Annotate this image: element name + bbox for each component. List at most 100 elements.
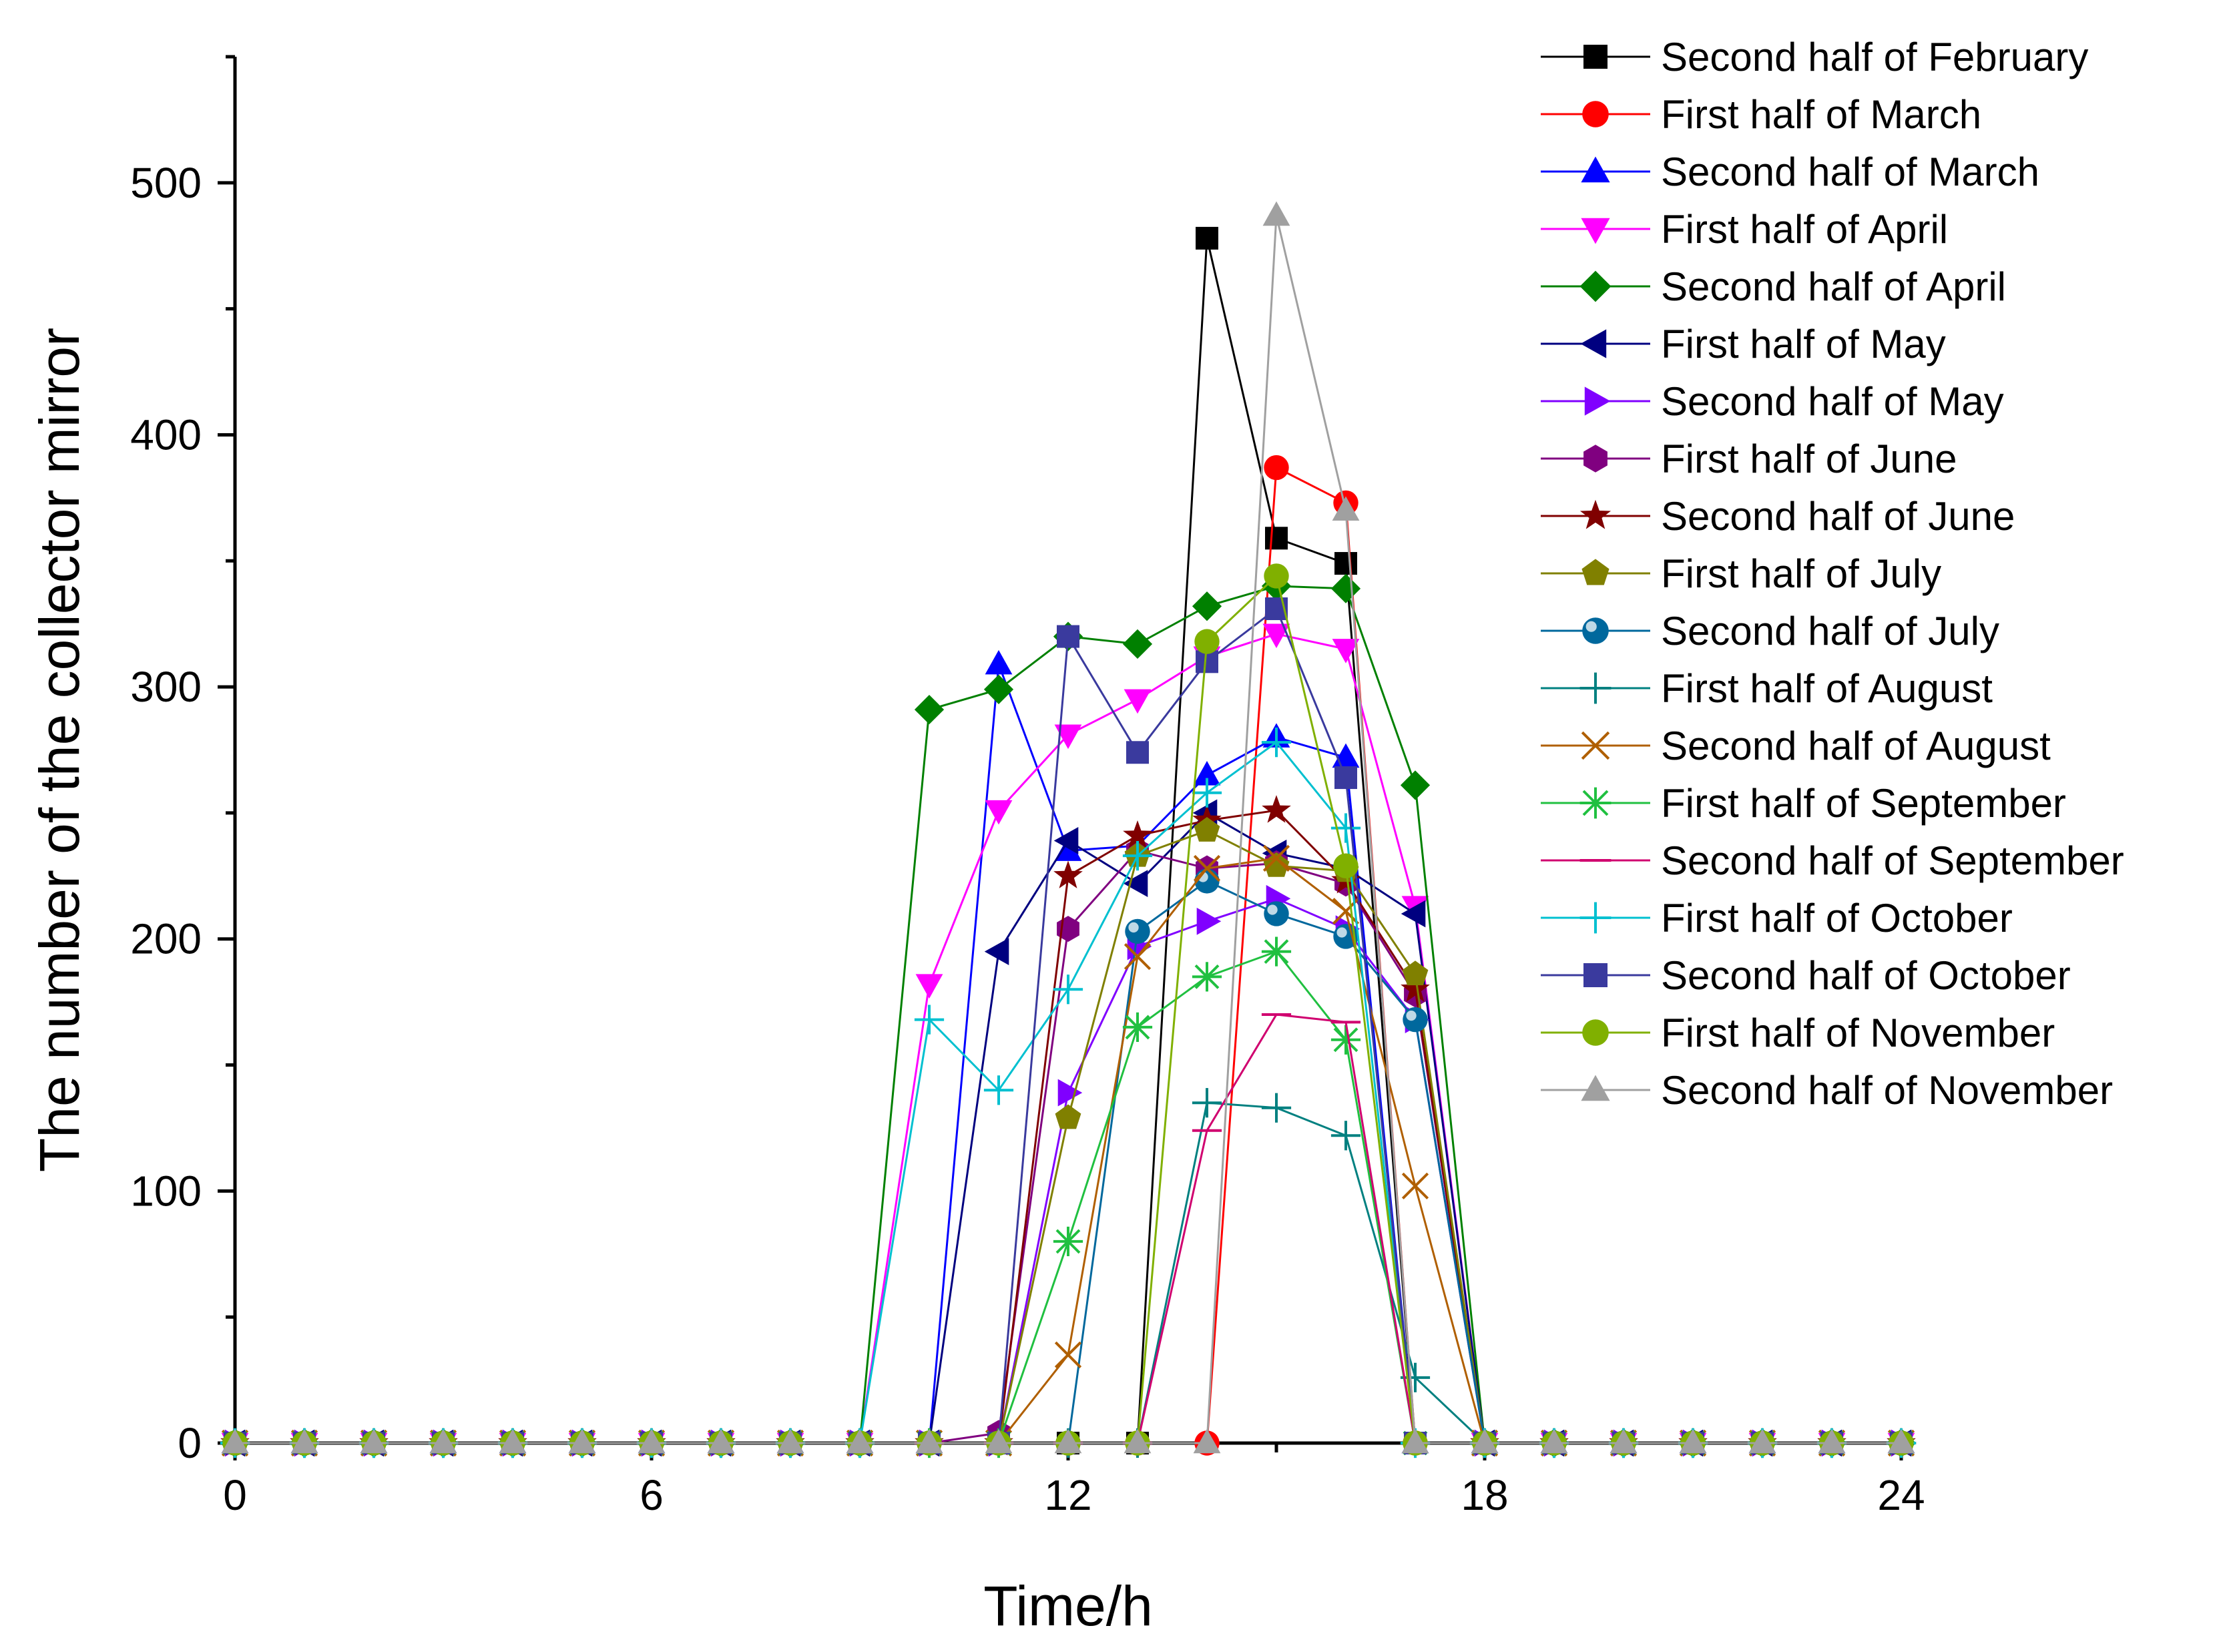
data-point [1333, 853, 1358, 878]
data-point [1194, 816, 1220, 842]
legend-label: Second half of April [1661, 264, 2006, 309]
legend-item: Second half of February [1541, 35, 2088, 79]
series-line [235, 1101, 1901, 1444]
y-tick-label: 300 [130, 663, 202, 711]
y-tick-label: 500 [130, 159, 202, 207]
data-point [1333, 924, 1358, 949]
data-point [1192, 962, 1222, 992]
data-point [1123, 870, 1148, 898]
legend-item: First half of April [1541, 207, 1948, 252]
legend-marker [1582, 101, 1609, 127]
data-point [1261, 1093, 1292, 1123]
legend-marker [1582, 1019, 1609, 1046]
data-point [983, 674, 1014, 704]
y-tick-label: 400 [130, 410, 202, 459]
series-line [235, 466, 1901, 1444]
data-point [1122, 1012, 1153, 1042]
data-point [1124, 943, 1152, 971]
data-point [1402, 960, 1429, 986]
legend-marker [1583, 963, 1608, 987]
data-point [1125, 918, 1150, 944]
legend-label: First half of September [1661, 781, 2066, 826]
legend-marker [1581, 1075, 1610, 1101]
legend-marker [1584, 386, 1611, 416]
legend-label: Second half of October [1661, 953, 2071, 998]
data-point [1401, 900, 1426, 928]
data-point [1054, 1428, 1082, 1454]
data-point [985, 649, 1013, 675]
legend-item: Second half of March [1541, 150, 2039, 194]
legend-item: Second half of June [1541, 494, 2015, 539]
data-point [499, 1428, 527, 1454]
data-point [1748, 1428, 1776, 1454]
legend-label: First half of November [1661, 1011, 2055, 1055]
series-line [235, 215, 1901, 1444]
legend-marker [1579, 270, 1612, 302]
data-point [1193, 1428, 1221, 1454]
x-tick-label: 12 [1044, 1471, 1091, 1519]
y-tick-label: 100 [130, 1167, 202, 1215]
data-point [1262, 623, 1290, 649]
data-point [1401, 1428, 1429, 1454]
data-point [1123, 820, 1152, 848]
legend-item: Second half of July [1541, 609, 1999, 653]
legend-label: First half of June [1661, 437, 1957, 481]
legend-item: Second half of August [1541, 724, 2051, 768]
legend-marker [1581, 559, 1610, 585]
legend-label: Second half of February [1661, 35, 2088, 79]
y-tick-label: 200 [130, 915, 202, 963]
data-point [1054, 1341, 1082, 1368]
data-point [1818, 1428, 1846, 1454]
data-point [1540, 1428, 1568, 1454]
data-point [707, 1428, 735, 1454]
legend-label: Second half of July [1661, 609, 1999, 653]
data-point [1471, 1428, 1499, 1454]
data-point [984, 938, 1009, 966]
data-point [1887, 1428, 1915, 1454]
x-axis-title: Time/h [983, 1575, 1153, 1637]
x-tick-label: 18 [1461, 1471, 1508, 1519]
legend-label: First half of July [1661, 551, 1941, 596]
legend-item: First half of June [1541, 437, 1957, 481]
data-point [1264, 563, 1289, 589]
legend-item: First half of March [1541, 92, 1981, 137]
data-point [1192, 778, 1222, 808]
legend-label: First half of May [1661, 322, 1946, 366]
x-tick-label: 0 [223, 1471, 247, 1519]
y-axis-title: The number of the collector mirror [28, 328, 91, 1172]
data-point [1400, 770, 1431, 800]
data-point [1193, 761, 1221, 786]
data-point [985, 800, 1013, 825]
series-18 [222, 563, 1914, 1456]
data-point [1053, 1226, 1083, 1256]
data-point [1401, 1172, 1429, 1199]
data-point [1196, 907, 1222, 935]
legend-item: First half of May [1541, 322, 1946, 366]
data-point [1057, 1079, 1083, 1107]
legend-item: Second half of September [1541, 838, 2124, 883]
series-12 [220, 1088, 1917, 1458]
legend: Second half of February First half of Mar… [1541, 35, 2124, 1113]
legend-label: First half of March [1661, 92, 1981, 137]
x-tick-label: 24 [1877, 1471, 1925, 1519]
data-point [290, 1428, 318, 1454]
legend-item: First half of October [1541, 896, 2013, 940]
series-layer [220, 201, 1917, 1458]
legend-label: First half of October [1661, 896, 2013, 940]
data-point [1264, 455, 1289, 481]
data-point [914, 1005, 945, 1035]
legend-marker [1581, 218, 1610, 244]
legend-label: First half of April [1661, 207, 1948, 252]
legend-label: Second half of August [1661, 724, 2051, 768]
data-point [1679, 1428, 1707, 1454]
legend-item: Second half of October [1541, 953, 2071, 998]
ticks: 0 6 12 18 24 0 100 200 300 400 500 [130, 55, 1925, 1519]
x-tick-label: 6 [640, 1471, 664, 1519]
data-point [846, 1428, 874, 1454]
legend-marker [1583, 45, 1608, 69]
data-point [429, 1428, 457, 1454]
series-line [235, 574, 1901, 1444]
legend-marker [1583, 445, 1608, 473]
data-point [915, 974, 943, 999]
